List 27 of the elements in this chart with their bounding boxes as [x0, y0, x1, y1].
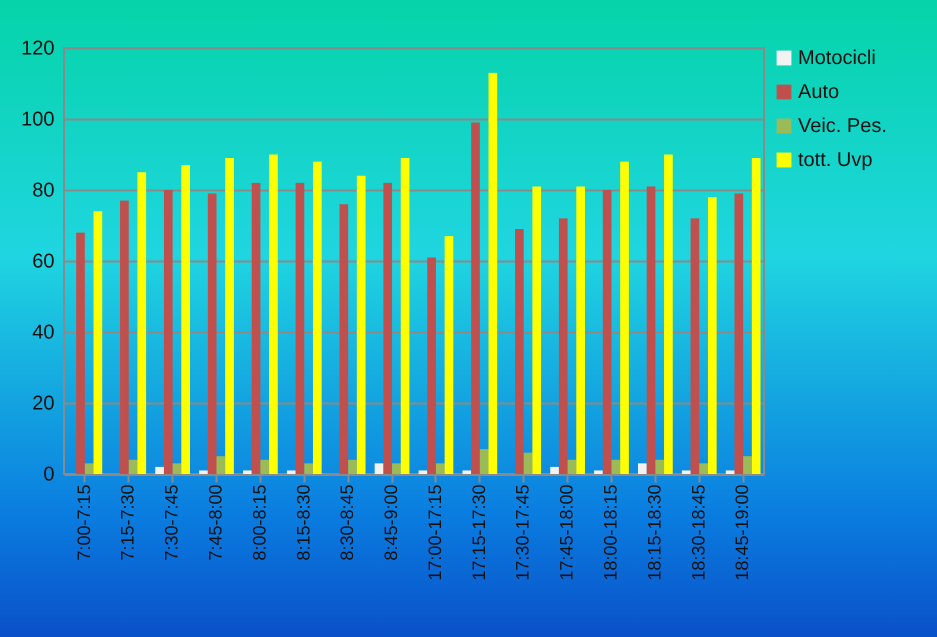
- legend-label: Auto: [798, 81, 840, 103]
- x-tick-label: 17:00-17:15: [424, 484, 445, 581]
- x-tick-label: 8:30-8:45: [337, 484, 358, 561]
- x-tick-label: 18:45-19:00: [732, 484, 752, 581]
- y-tick-label: 100: [21, 108, 54, 130]
- x-tick-label: 8:00-8:15: [249, 484, 270, 561]
- x-tick-label: 17:45-18:00: [556, 484, 577, 581]
- x-tick-label: 18:15-18:30: [644, 484, 664, 581]
- y-tick-label: 20: [32, 392, 54, 414]
- legend-label: Veic. Pes.: [798, 115, 887, 137]
- legend-label: Motocicli: [798, 47, 876, 69]
- x-tick-label: 17:15-17:30: [468, 484, 489, 581]
- y-tick-label: 120: [21, 38, 54, 60]
- legend-label: tott. Uvp: [798, 149, 872, 171]
- x-tick-label: 7:45-8:00: [206, 484, 226, 561]
- y-tick-label: 0: [43, 464, 54, 486]
- y-tick-label: 40: [32, 322, 54, 344]
- y-tick-label: 60: [32, 250, 54, 272]
- x-tick-label: 7:30-7:45: [162, 484, 182, 561]
- x-tick-label: 7:00-7:15: [74, 484, 94, 561]
- x-tick-label: 17:30-17:45: [512, 484, 533, 581]
- x-tick-label: 8:15-8:30: [293, 484, 314, 561]
- x-tick-label: 18:30-18:45: [688, 484, 708, 581]
- x-tick-label: 8:45-9:00: [381, 484, 402, 561]
- y-tick-label: 80: [32, 180, 54, 202]
- x-tick-label: 7:15-7:30: [118, 484, 138, 561]
- x-tick-label: 18:00-18:15: [600, 484, 620, 581]
